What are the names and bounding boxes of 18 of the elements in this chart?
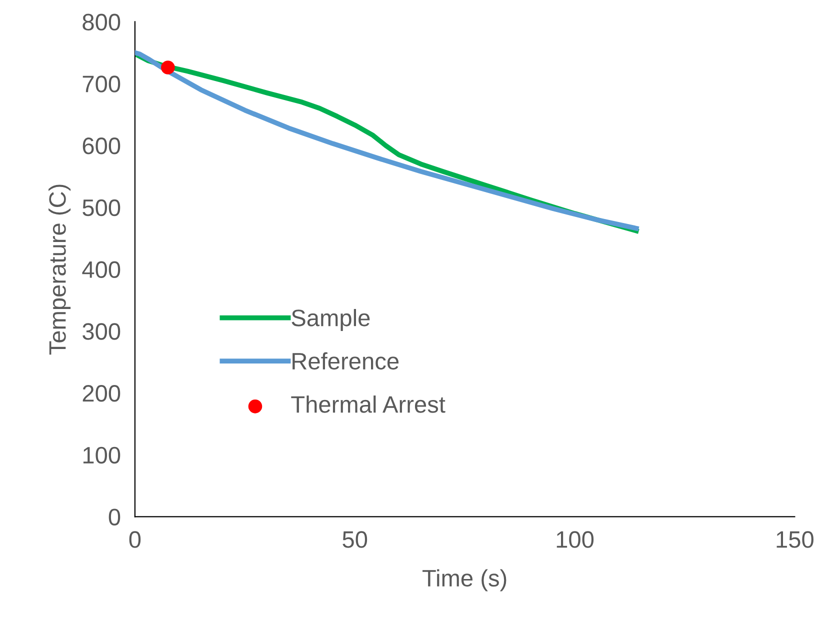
x-tick-label: 150: [776, 531, 814, 548]
y-tick-label: 600: [82, 138, 120, 154]
y-axis-title: Temperature (C): [48, 184, 71, 355]
x-axis-title: Time (s): [422, 569, 506, 592]
y-tick-label: 800: [82, 14, 120, 31]
y-tick-label: 300: [82, 323, 120, 340]
y-tick-label: 0: [108, 508, 120, 526]
legend-label: Reference: [292, 352, 399, 370]
x-tick-label: 50: [342, 531, 368, 548]
y-tick-label: 400: [82, 261, 120, 278]
y-tick-label: 100: [83, 446, 120, 464]
y-tick-label: 500: [82, 199, 120, 216]
y-tick-label: 200: [82, 385, 120, 402]
x-tick-label: 0: [129, 531, 141, 548]
legend-label: Sample: [292, 308, 370, 331]
y-tick-label: 700: [82, 76, 120, 92]
x-tick-label: 100: [556, 531, 594, 548]
legend-label: Thermal Arrest: [291, 395, 446, 413]
